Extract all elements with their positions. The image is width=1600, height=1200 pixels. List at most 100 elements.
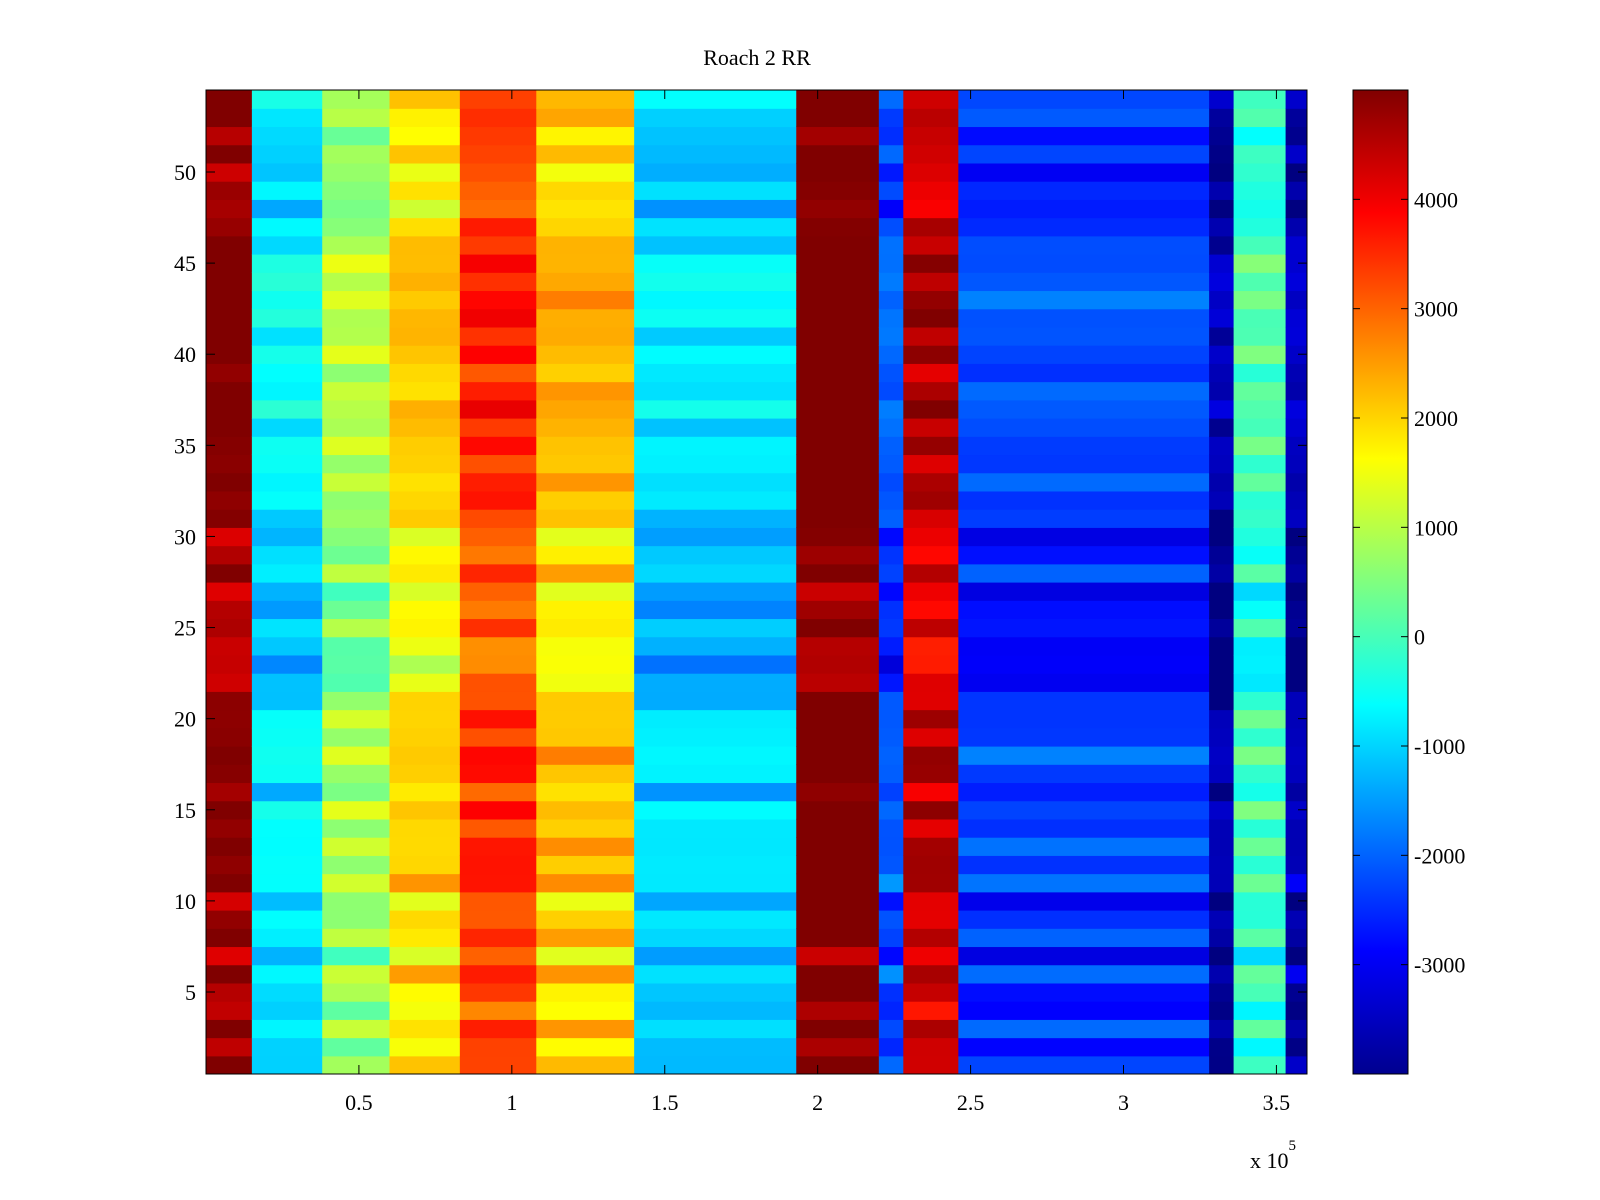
- heatmap-cell: [1285, 764, 1307, 784]
- heatmap-cell: [903, 217, 959, 237]
- heatmap-cell: [903, 418, 959, 437]
- heatmap-cell: [903, 891, 959, 911]
- heatmap-cell: [536, 454, 635, 474]
- heatmap-cell: [878, 436, 904, 456]
- heatmap-cell: [634, 545, 797, 565]
- heatmap-cell: [903, 490, 959, 510]
- heatmap-cell: [796, 1055, 880, 1074]
- heatmap-cell: [634, 490, 797, 510]
- heatmap-cell: [958, 873, 1210, 893]
- heatmap-cell: [322, 618, 391, 638]
- heatmap-cell: [958, 891, 1210, 911]
- heatmap-cell: [206, 818, 253, 838]
- heatmap-cell: [459, 727, 537, 747]
- heatmap-cell: [459, 600, 537, 620]
- heatmap-cell: [796, 837, 880, 856]
- heatmap-cell: [322, 436, 391, 456]
- heatmap-cell: [1209, 272, 1235, 292]
- heatmap-cell: [903, 782, 959, 802]
- heatmap-cell: [1233, 982, 1287, 1002]
- colorbar-tick-label: -1000: [1414, 734, 1465, 759]
- heatmap-cell: [251, 764, 323, 784]
- heatmap-cell: [322, 1055, 391, 1074]
- heatmap-cell: [878, 399, 904, 419]
- heatmap-cell: [536, 108, 635, 128]
- heatmap-cell: [796, 873, 880, 893]
- heatmap-cell: [878, 363, 904, 383]
- heatmap-cell: [878, 600, 904, 620]
- heatmap-cell: [1209, 800, 1235, 820]
- heatmap-cell: [634, 1037, 797, 1057]
- heatmap-cell: [903, 454, 959, 474]
- heatmap-cell: [459, 800, 537, 820]
- heatmap-cell: [206, 600, 253, 620]
- heatmap-cell: [796, 618, 880, 638]
- heatmap-cell: [251, 946, 323, 966]
- heatmap-cell: [878, 235, 904, 255]
- heatmap-cell: [322, 600, 391, 620]
- heatmap-cell: [634, 709, 797, 729]
- heatmap-cell: [878, 90, 904, 109]
- heatmap-cell: [1285, 181, 1307, 200]
- heatmap-cell: [389, 272, 461, 292]
- heatmap-cell: [958, 563, 1210, 583]
- heatmap-cell: [796, 600, 880, 620]
- heatmap-cell: [1285, 928, 1307, 948]
- heatmap-cell: [796, 727, 880, 747]
- heatmap-cell: [634, 90, 797, 109]
- heatmap-cell: [796, 326, 880, 346]
- heatmap-cell: [536, 600, 635, 620]
- heatmap-cell: [903, 144, 959, 164]
- heatmap-cell: [958, 582, 1210, 601]
- heatmap-cell: [634, 800, 797, 820]
- heatmap-cell: [1209, 946, 1235, 966]
- x-axis-multiplier: x 105: [1250, 1138, 1296, 1173]
- heatmap-cell: [1233, 490, 1287, 510]
- heatmap-cell: [634, 126, 797, 146]
- heatmap-cell: [1209, 964, 1235, 984]
- heatmap-cell: [459, 290, 537, 310]
- heatmap-cell: [389, 673, 461, 692]
- heatmap-cell: [251, 272, 323, 292]
- heatmap-cell: [389, 636, 461, 656]
- heatmap-cell: [206, 910, 253, 929]
- heatmap-cell: [1233, 727, 1287, 747]
- heatmap-cell: [634, 873, 797, 893]
- heatmap-cell: [459, 1019, 537, 1039]
- heatmap-cell: [206, 673, 253, 692]
- heatmap-cell: [536, 254, 635, 273]
- heatmap-cell: [634, 144, 797, 164]
- heatmap-cell: [389, 490, 461, 510]
- heatmap-cell: [536, 326, 635, 346]
- heatmap-cell: [878, 764, 904, 784]
- heatmap-cell: [536, 964, 635, 984]
- heatmap-cell: [634, 162, 797, 182]
- heatmap-cell: [536, 162, 635, 182]
- heatmap-cell: [878, 873, 904, 893]
- heatmap-cell: [389, 144, 461, 164]
- heatmap-cell: [536, 636, 635, 656]
- heatmap-cell: [206, 108, 253, 128]
- heatmap-cell: [1209, 837, 1235, 856]
- heatmap-cell: [796, 345, 880, 364]
- heatmap-cell: [878, 272, 904, 292]
- heatmap-cell: [251, 144, 323, 164]
- heatmap-cell: [634, 454, 797, 474]
- heatmap-cell: [1233, 235, 1287, 255]
- heatmap-cell: [389, 800, 461, 820]
- heatmap-cell: [322, 764, 391, 784]
- heatmap-cell: [903, 910, 959, 929]
- heatmap-cell: [903, 654, 959, 674]
- heatmap-cell: [251, 654, 323, 674]
- heatmap-cell: [389, 946, 461, 966]
- heatmap-cell: [322, 891, 391, 911]
- heatmap-cell: [536, 764, 635, 784]
- heatmap-cell: [459, 217, 537, 237]
- heatmap-cell: [1209, 345, 1235, 364]
- heatmap-cell: [389, 727, 461, 747]
- heatmap-cell: [903, 381, 959, 401]
- heatmap-cell: [322, 800, 391, 820]
- heatmap-cell: [1233, 1019, 1287, 1039]
- heatmap-cell: [251, 746, 323, 765]
